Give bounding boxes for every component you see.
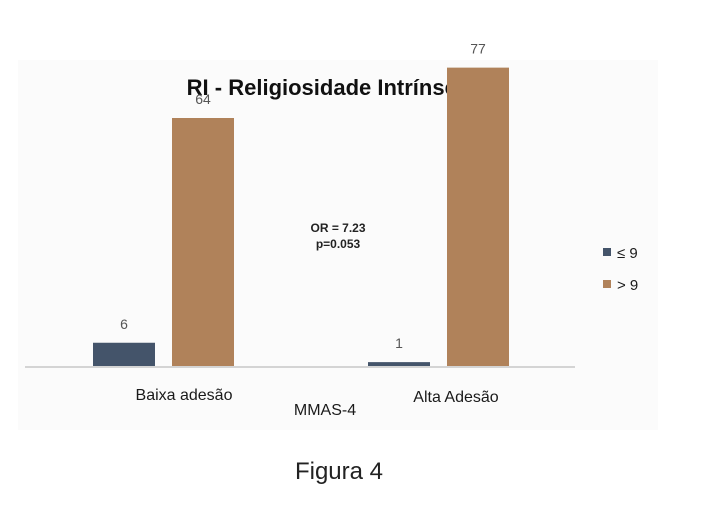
bars-layer: 6 1 64 77 [93,41,509,366]
legend: ≤ 9 > 9 [603,245,638,294]
category-label-0: Baixa adesão [136,387,233,404]
legend-swatch-1 [603,280,611,288]
bar-series1-cat1 [447,67,509,366]
bar-series1-cat0 [172,118,234,366]
legend-label-0: ≤ 9 [617,245,638,262]
category-label-1: Alta Adesão [413,389,499,406]
p-value-annotation: p=0.053 [316,237,361,251]
chart-panel [18,60,658,430]
odds-ratio-annotation: OR = 7.23 [310,221,365,235]
data-label-series0-cat0: 6 [120,316,128,332]
data-label-series0-cat1: 1 [395,335,403,351]
x-axis-title: MMAS-4 [294,402,356,419]
bar-series0-cat0 [93,342,155,366]
chart-title: RI - Religiosidade Intrínseca [187,75,482,100]
bar-series0-cat1 [368,362,430,366]
data-label-series1-cat1: 77 [470,41,486,57]
legend-label-1: > 9 [617,277,638,294]
data-label-series1-cat0: 64 [195,91,211,107]
figure-caption: Figura 4 [295,458,383,485]
legend-swatch-0 [603,248,611,256]
